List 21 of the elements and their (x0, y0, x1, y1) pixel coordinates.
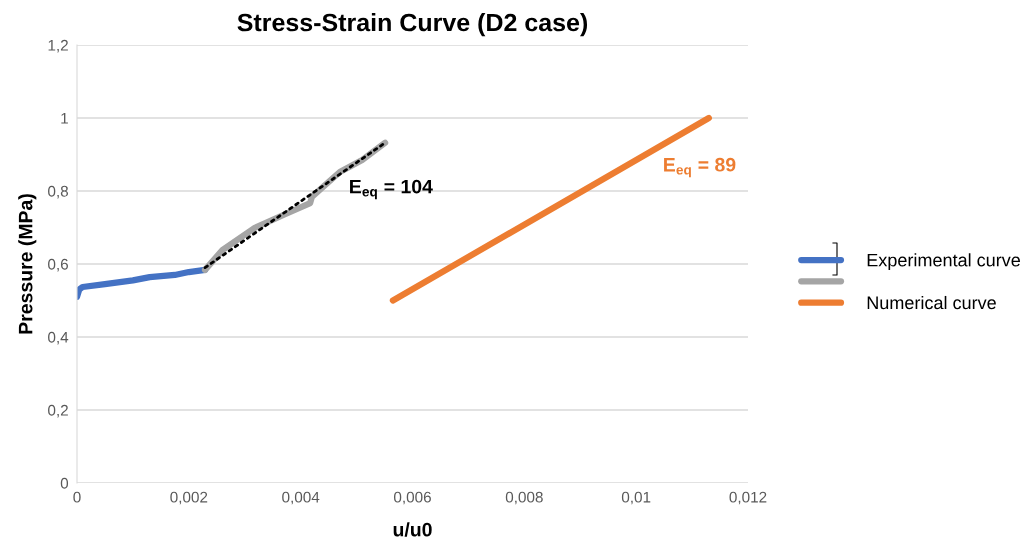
legend-label: Experimental curve (867, 253, 1020, 271)
y-tick-label: 0 (60, 477, 69, 489)
x-tick-label: 0,008 (505, 491, 543, 505)
y-tick-label: 1,2 (48, 39, 68, 53)
y-tick-label: 0,8 (48, 185, 68, 199)
x-tick-label: 0,012 (729, 491, 767, 505)
y-tick-label: 1 (61, 113, 68, 124)
legend-label: Numerical curve (867, 295, 996, 310)
y-tick-label: 0,2 (48, 404, 68, 418)
y-tick-label: 0,4 (48, 331, 69, 345)
chart-title: Stress-Strain Curve (D2 case) (237, 12, 588, 37)
y-axis-title: Pressure (MPa) (18, 194, 37, 334)
x-tick-label: 0,002 (170, 491, 208, 505)
y-tick-label: 0,6 (48, 258, 68, 272)
x-tick-label: 0,01 (621, 491, 651, 505)
x-tick-label: 0 (73, 491, 81, 503)
annotation: E$_{eq}$ = 104 (350, 179, 433, 200)
x-tick-label: 0,004 (282, 491, 320, 505)
x-tick-label: 0,006 (393, 491, 431, 505)
annotation: E$_{eq}$ = 89 (664, 157, 736, 178)
x-axis-title: u/u0 (393, 522, 432, 537)
